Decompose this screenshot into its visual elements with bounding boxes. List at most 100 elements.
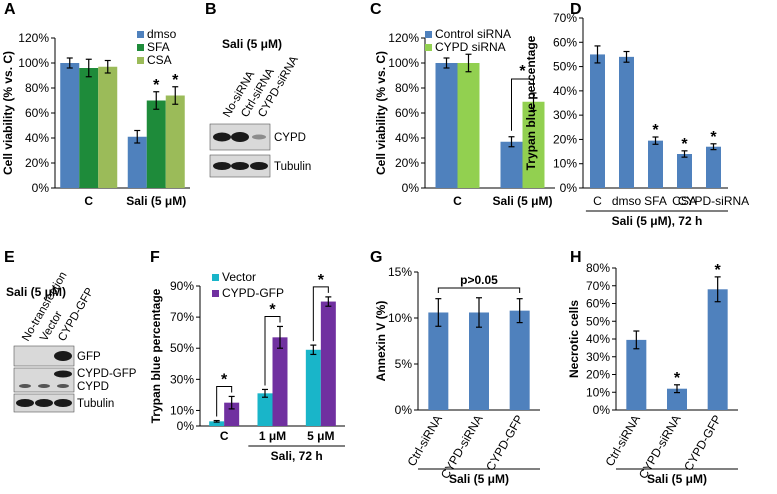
blot-e-band-gfp-3 — [54, 351, 72, 361]
panel-f-category-label: 1 μM — [259, 429, 286, 443]
panel-a-bar-dmso-2 — [127, 136, 147, 188]
panel-a-legend-swatch — [137, 57, 144, 64]
panel-c-legend-swatch — [425, 44, 432, 51]
panel-g-bar-annexin-v-2 — [469, 312, 489, 410]
panel-c-bar-control-sirna-2 — [500, 141, 523, 188]
panel-h-category-label: CYPD-siRNA — [636, 413, 684, 482]
panel-g-category-label: Ctrl-siRNA — [404, 413, 444, 469]
panel-d-y-tick-label: 0% — [560, 181, 578, 195]
panel-c-legend-label: Control siRNA — [435, 27, 511, 41]
chart-panel-g: 0% 5% 10% 15% Annexin V (%) Ctrl-siRNACYPD-si… — [374, 265, 540, 486]
panel-a-y-tick-label: 20% — [25, 156, 49, 170]
panel-a-y-axis-label: Cell viability (% vs. C) — [1, 51, 15, 175]
blot-e-band-label-cypd: CYPD — [77, 381, 109, 393]
panel-d-bar-trypan-blue-4 — [677, 154, 692, 188]
panel-d-bar-trypan-blue-2 — [619, 56, 634, 188]
panel-d-significance-star: * — [681, 136, 688, 153]
panel-h-y-tick-label: 70% — [586, 279, 610, 293]
blot-e-band-tub-2 — [35, 399, 53, 407]
panel-h-group-label: Sali (5 μM) — [647, 472, 707, 486]
panel-h-y-tick-label: 50% — [586, 314, 610, 328]
panel-d-y-tick-label: 10% — [553, 157, 577, 171]
panel-h-y-tick-label: 30% — [586, 350, 610, 364]
panel-a-significance-star: * — [172, 72, 179, 89]
panel-h-y-tick-label: 80% — [586, 261, 610, 275]
panel-f-significance-bracket — [216, 385, 233, 417]
panel-c-significance-bracket — [511, 78, 534, 131]
blot-b-band-tub-2 — [231, 162, 249, 170]
panel-b-title: Sali (5 μM) — [222, 37, 282, 51]
panel-f-legend-swatch — [212, 290, 219, 297]
panel-a-y-tick-label: 0% — [32, 181, 50, 195]
panel-h-y-tick-label: 20% — [586, 368, 610, 382]
panel-h-y-tick-label: 40% — [586, 332, 610, 346]
panel-g-bar-annexin-v-3 — [509, 310, 530, 410]
panel-a-y-tick-label: 60% — [25, 106, 49, 120]
panel-f-group-label: Sali, 72 h — [271, 449, 323, 463]
blot-e-membrane-gfp — [13, 345, 75, 367]
panel-c-y-tick-label: 100% — [388, 56, 419, 70]
blot-b-band-cypd-1 — [213, 132, 231, 142]
panel-c-significance-star: * — [519, 63, 526, 80]
panel-f-bar-cypd-gfp-1 — [224, 402, 240, 426]
panel-h-y-tick-label: 10% — [586, 385, 610, 399]
panel-d-y-tick-label: 30% — [553, 108, 577, 122]
panel-d-group-label: Sali (5 μM), 72 h — [612, 214, 703, 228]
panel-label-a: A — [4, 1, 16, 18]
panel-c-bar-cypd-sirna-2 — [522, 101, 545, 188]
panel-f-y-axis-label: Trypan blue percentage — [149, 288, 163, 423]
panel-g-y-tick-label: 0% — [395, 403, 413, 417]
panel-d-category-label: CYPD-siRNA — [678, 194, 749, 208]
panel-a-y-tick-label: 120% — [18, 31, 49, 45]
panel-a-category-label: Sali (5 μM) — [126, 194, 186, 208]
panel-f-significance-bracket — [312, 286, 329, 342]
panel-h-y-axis-label: Necrotic cells — [567, 300, 581, 378]
blot-b-band-tub-1 — [213, 162, 231, 170]
blot-e-band-label-tubulin: Tubulin — [77, 398, 114, 410]
panel-f-y-tick-label: 30% — [170, 372, 194, 386]
panel-d-significance-star: * — [710, 129, 717, 146]
panel-g-y-tick-label: 5% — [395, 357, 413, 371]
panel-f-y-tick-label: 90% — [170, 279, 194, 293]
panel-a-legend-swatch — [137, 44, 144, 51]
panel-d-category-label: dmso — [612, 194, 642, 208]
panel-e-blot: Sali (5 μM) No-transfection Vector CYPD-… — [6, 270, 137, 413]
panel-d-category-label: CSA — [672, 194, 697, 208]
panel-d-category-label: SFA — [644, 194, 667, 208]
panel-b-blot: Sali (5 μM) No-siRNA Ctrl-siRNA CYPD-siR… — [209, 37, 311, 178]
panel-a-legend-label: dmso — [147, 27, 177, 41]
panel-a-bar-csa-1 — [98, 66, 118, 188]
panel-d-y-tick-label: 20% — [553, 132, 577, 146]
panel-f-significance-bracket — [264, 315, 281, 386]
panel-a-legend-label: SFA — [147, 40, 170, 54]
blot-b-band-label-tubulin: Tubulin — [274, 161, 311, 173]
panel-label-h: H — [570, 249, 582, 266]
panel-a-bar-dmso-1 — [60, 63, 80, 188]
panel-g-y-tick-label: 10% — [388, 311, 412, 325]
panel-label-c: C — [370, 1, 382, 18]
blot-e-band-label-gfp: GFP — [77, 351, 101, 363]
panel-f-y-tick-label: 50% — [170, 341, 194, 355]
panel-a-legend-label: CSA — [147, 53, 172, 67]
chart-panel-d: 0% 10% 20% 30% 40% 50% 60% 70% Trypan blue perce… — [524, 11, 749, 228]
panel-a-bar-sfa-2 — [146, 100, 166, 188]
panel-c-legend-swatch — [425, 31, 432, 38]
blot-b-band-label-cypd: CYPD — [274, 132, 306, 144]
panel-a-y-tick-label: 80% — [25, 81, 49, 95]
panel-c-category-label: C — [453, 194, 462, 208]
panel-f-y-tick-label: 10% — [170, 403, 194, 417]
panel-f-bar-vector-1 — [209, 421, 225, 426]
panel-a-legend-swatch — [137, 31, 144, 38]
panel-d-bar-trypan-blue-3 — [648, 140, 663, 188]
panel-h-bar-necrotic-3 — [707, 289, 728, 410]
panel-h-category-label: Ctrl-siRNA — [602, 413, 642, 469]
panel-h-significance-star: * — [674, 370, 681, 387]
panel-label-f: F — [150, 249, 160, 266]
panel-g-category-label: CYPD-GFP — [483, 413, 526, 474]
panel-label-e: E — [4, 249, 15, 266]
panel-c-y-tick-label: 40% — [395, 131, 419, 145]
panel-d-y-axis-label: Trypan blue percentage — [524, 35, 538, 170]
panel-e-title: Sali (5 μM) — [6, 285, 66, 299]
panel-f-bar-cypd-gfp-2 — [272, 337, 288, 426]
